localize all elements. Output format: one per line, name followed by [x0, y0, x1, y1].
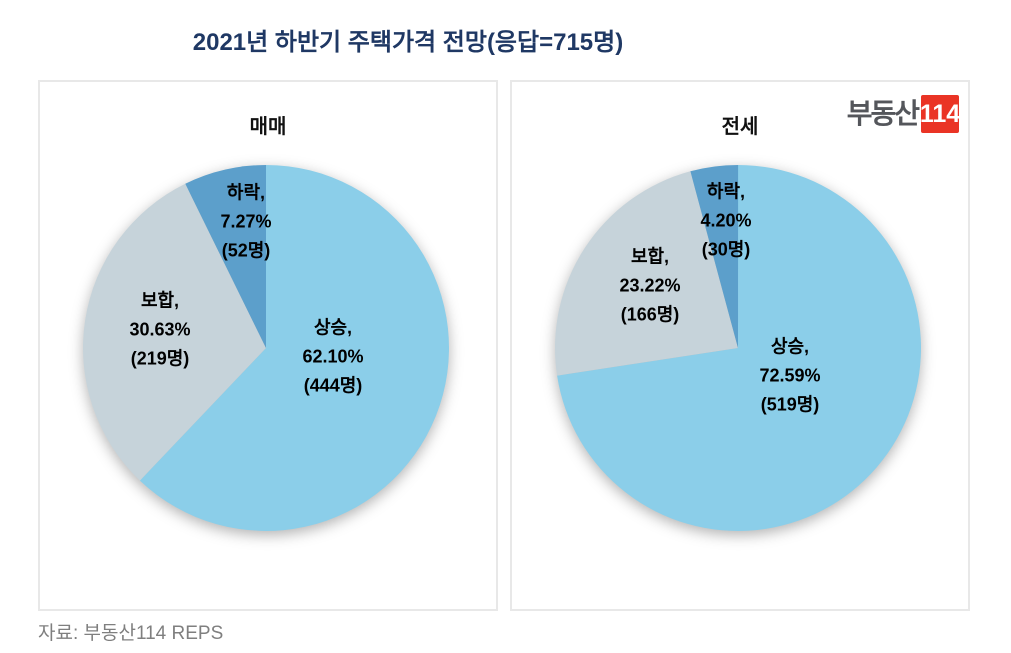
pie-slice-flat [554, 171, 738, 376]
logo-badge: 114 [920, 95, 960, 133]
pie-slice-fall [185, 165, 266, 348]
pie-panel-jeonse: 전세 부동산 114 상승, 72.59% (519명) 보합, 23.22% (166명… [510, 80, 970, 611]
pie-chart-jeonse [554, 164, 921, 531]
pie-chart-sale [82, 165, 449, 531]
pie-slice-flat [82, 183, 266, 481]
pie-slice-fall [690, 164, 739, 348]
source-note: 자료: 부동산114 REPS [38, 623, 224, 644]
pie-slice-rise [557, 165, 921, 531]
page-title: 2021년 하반기 주택가격 전망(응답=715명) [192, 29, 624, 56]
chart-title-jeonse: 전세 [721, 116, 759, 138]
budongsan114-logo: 부동산 114 [846, 95, 960, 133]
logo-text: 부동산 [846, 98, 920, 129]
pie-slice-rise [139, 165, 449, 531]
chart-title-sale: 매매 [249, 116, 287, 138]
pie-panel-sale: 매매 상승, 62.10% (444명) 보합, 30.63% (219명) 하락, 7.27… [38, 80, 498, 611]
